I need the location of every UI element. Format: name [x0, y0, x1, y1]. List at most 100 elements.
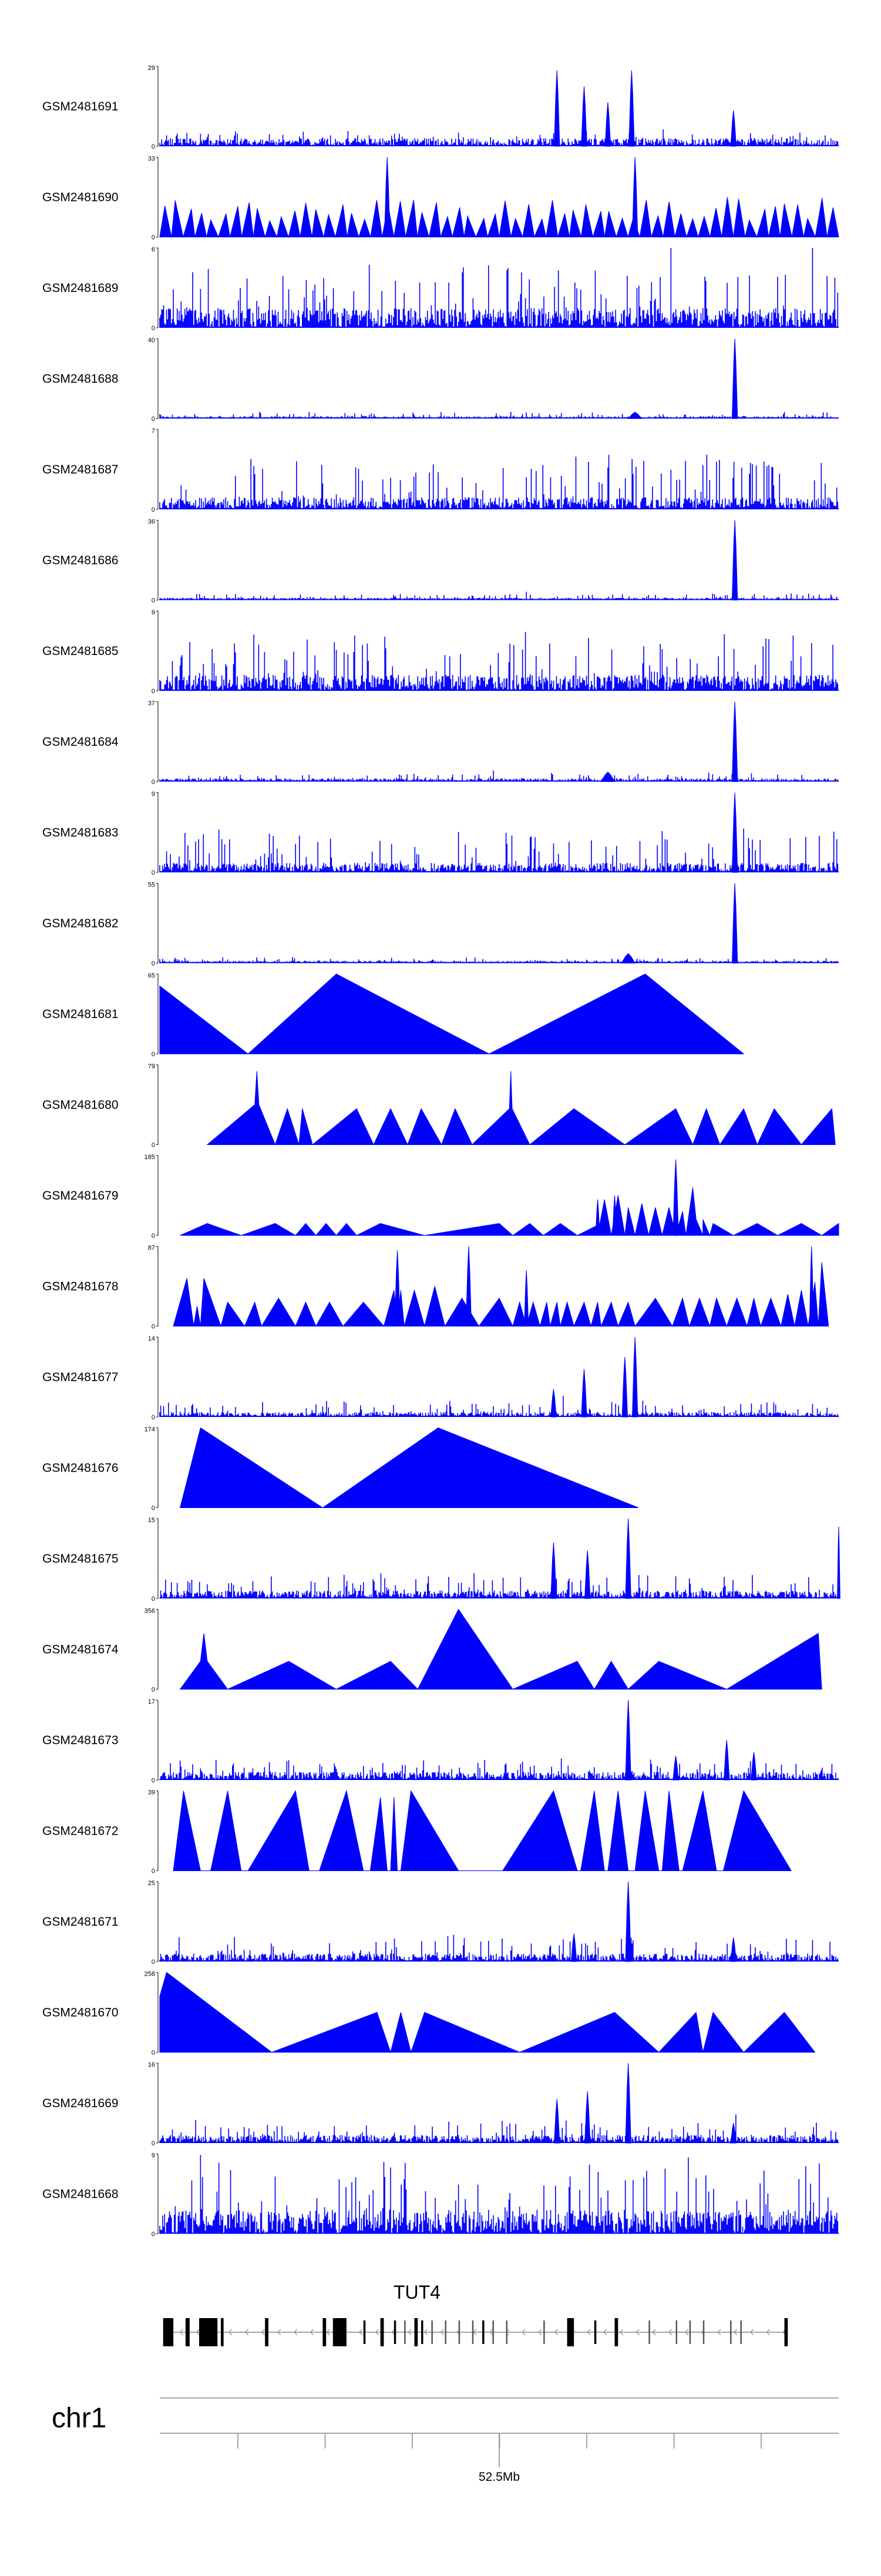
- signal-peak: [731, 338, 738, 419]
- strand-arrow-icon: [326, 2329, 330, 2336]
- gene-exon: [689, 2320, 691, 2344]
- signal-bars: [159, 1758, 839, 1780]
- track-label: GSM2481683: [42, 826, 119, 839]
- track-label: GSM2481680: [42, 1099, 119, 1112]
- gene-exon: [594, 2320, 597, 2344]
- y-min-tick: 0: [152, 1777, 155, 1784]
- signal-peak: [730, 1937, 737, 1962]
- y-min-tick: 0: [152, 779, 155, 786]
- strand-arrow-icon: [538, 2329, 542, 2336]
- signal-peak: [625, 2063, 631, 2144]
- signal-peak: [394, 1250, 401, 1326]
- gene-exon: [482, 2320, 485, 2344]
- y-min-tick: 0: [152, 2050, 155, 2057]
- gene-exon: [648, 2320, 650, 2344]
- signal-bars: [159, 2155, 839, 2234]
- y-max-tick: 258: [144, 1971, 155, 1978]
- track-label: GSM2481668: [42, 2188, 119, 2201]
- track-label: GSM2481672: [42, 1825, 119, 1838]
- track-label: GSM2481681: [42, 1007, 119, 1021]
- signal-peak: [837, 1526, 840, 1599]
- signal-peak: [612, 1195, 617, 1236]
- signal-peak: [550, 1389, 557, 1418]
- y-max-tick: 33: [148, 156, 155, 163]
- strand-arrow-icon: [717, 2329, 721, 2336]
- signal-peak: [595, 1199, 600, 1236]
- track-label: GSM2481691: [42, 100, 119, 113]
- y-min-tick: 0: [152, 869, 155, 876]
- y-max-tick: 9: [152, 2152, 155, 2159]
- signal-area: [159, 197, 839, 239]
- gene-exon: [543, 2320, 545, 2344]
- signal-peak: [625, 1881, 631, 1962]
- y-min-tick: 0: [152, 1687, 155, 1694]
- y-max-tick: 9: [152, 791, 155, 798]
- gene-exon: [431, 2320, 433, 2344]
- signal-peak: [731, 520, 738, 600]
- signal-peak: [554, 70, 560, 147]
- gene-exon: [404, 2320, 406, 2344]
- track-label: GSM2481687: [42, 463, 119, 476]
- strand-arrow-icon: [440, 2329, 445, 2336]
- strand-arrow-icon: [603, 2329, 607, 2336]
- gene-exon: [702, 2320, 705, 2344]
- chromosome-label: chr1: [52, 2403, 106, 2434]
- y-min-tick: 0: [152, 325, 155, 332]
- strand-arrow-icon: [196, 2329, 200, 2336]
- track-label: GSM2481669: [42, 2097, 119, 2110]
- signal-peak: [600, 771, 616, 782]
- strand-arrow-icon: [408, 2329, 412, 2336]
- strand-arrow-icon: [423, 2329, 428, 2336]
- gene-exon: [414, 2318, 418, 2346]
- signal-peak: [550, 1542, 557, 1599]
- y-min-tick: 0: [152, 1414, 155, 1421]
- signal-area: [179, 1608, 822, 1690]
- y-max-tick: 17: [148, 1698, 155, 1705]
- signal-area: [180, 1427, 639, 1509]
- track-label: GSM2481689: [42, 281, 119, 295]
- signal-peak: [554, 2099, 560, 2144]
- signal-peak: [730, 2122, 737, 2144]
- y-max-tick: 6: [152, 246, 155, 253]
- track-label: GSM2481677: [42, 1371, 119, 1384]
- y-min-tick: 0: [152, 234, 155, 241]
- y-max-tick: 29: [148, 65, 155, 72]
- signal-area: [173, 1789, 792, 1871]
- signal-bars: [159, 248, 839, 328]
- y-max-tick: 16: [148, 2061, 155, 2068]
- gene-exon: [394, 2320, 396, 2344]
- strand-arrow-icon: [228, 2329, 233, 2336]
- strand-arrow-icon: [294, 2329, 298, 2336]
- gene-exon: [784, 2318, 788, 2346]
- signal-peak: [731, 792, 738, 873]
- y-min-tick: 0: [152, 1596, 155, 1603]
- signal-peak: [628, 70, 635, 147]
- gene-exon: [472, 2320, 474, 2344]
- track-label: GSM2481686: [42, 554, 119, 567]
- track-label: GSM2481674: [42, 1643, 119, 1657]
- signal-peak: [524, 1270, 529, 1326]
- strand-arrow-icon: [244, 2329, 249, 2336]
- y-max-tick: 9: [152, 609, 155, 616]
- signal-peak: [625, 1700, 631, 1781]
- signal-bars: [159, 1573, 839, 1598]
- signal-bars: [159, 454, 839, 509]
- strand-arrow-icon: [652, 2329, 656, 2336]
- y-max-tick: 174: [144, 1426, 155, 1433]
- y-max-tick: 37: [148, 700, 155, 707]
- strand-arrow-icon: [522, 2329, 526, 2336]
- signal-peak: [627, 412, 643, 419]
- signal-peak: [731, 701, 738, 782]
- signal-peak: [751, 1752, 757, 1781]
- signal-peak: [632, 157, 638, 237]
- signal-area: [173, 1262, 829, 1328]
- gene-exon: [322, 2318, 327, 2346]
- strand-arrow-icon: [179, 2329, 184, 2336]
- signal-peak: [632, 1336, 638, 1418]
- strand-arrow-icon: [310, 2329, 314, 2336]
- gene-exon: [163, 2318, 174, 2346]
- gene-name: TUT4: [394, 2282, 441, 2303]
- y-min-tick: 0: [152, 597, 155, 604]
- track-label: GSM2481688: [42, 372, 119, 386]
